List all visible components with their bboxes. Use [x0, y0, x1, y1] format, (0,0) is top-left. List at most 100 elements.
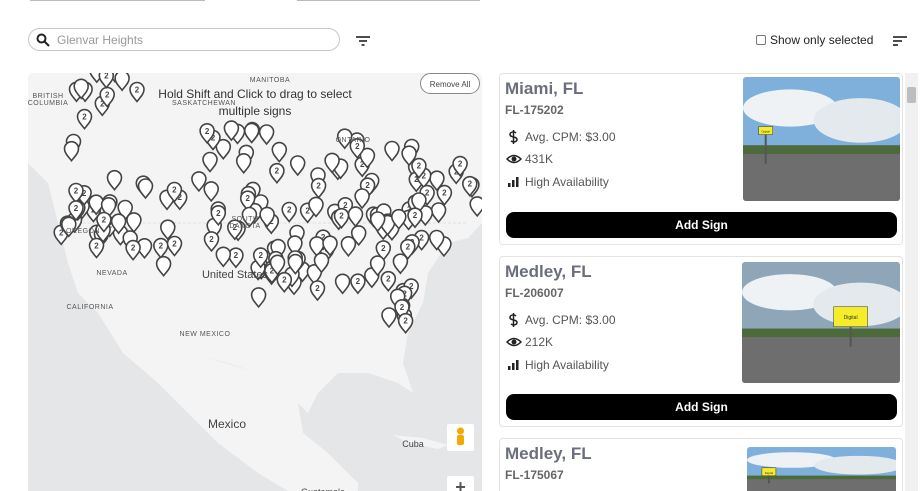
map-pin[interactable] [308, 196, 324, 218]
map-pin[interactable] [203, 181, 219, 203]
map-pin[interactable] [235, 153, 252, 175]
map-pin[interactable] [313, 252, 330, 274]
map-pin[interactable] [289, 155, 306, 177]
map-pin[interactable] [384, 140, 400, 162]
map-pin[interactable]: 2 [399, 238, 416, 260]
checkbox-label[interactable]: Show only selected [770, 33, 874, 47]
filter-icon[interactable] [356, 35, 371, 47]
map-pin[interactable] [340, 236, 357, 258]
map-pin[interactable]: 2 [199, 123, 215, 145]
map-pin[interactable] [354, 188, 370, 210]
map-pin[interactable] [309, 236, 325, 258]
map-pin[interactable]: 2 [436, 184, 453, 206]
map-pin[interactable]: 2 [96, 211, 112, 233]
map-pin[interactable]: 2 [68, 200, 84, 222]
map-pin[interactable]: 2 [129, 81, 145, 103]
map-pin[interactable]: 2 [333, 207, 350, 229]
map-pin[interactable]: 2 [309, 280, 326, 302]
map-pin[interactable] [114, 73, 130, 92]
map-pin[interactable]: 2 [276, 271, 293, 293]
map-pin[interactable] [250, 287, 267, 309]
map-pin[interactable] [126, 212, 142, 234]
map-pin[interactable]: 2 [68, 182, 84, 204]
map-pin[interactable]: 2 [228, 247, 244, 269]
map-pin[interactable] [322, 235, 338, 257]
map-pin[interactable]: 2 [76, 108, 93, 130]
zoom-in[interactable]: + [447, 476, 474, 491]
map-pin[interactable] [215, 138, 232, 160]
map-pin[interactable] [271, 141, 288, 163]
map-pin[interactable] [430, 202, 447, 224]
listing-card[interactable]: Medley, FL FL-175067 Digital [499, 438, 903, 491]
map-pin[interactable] [110, 213, 127, 235]
map-pin[interactable]: 2 [227, 219, 243, 241]
listing-card[interactable]: Miami, FL FL-175202 Avg. CPM: $3.00 431K Hig… [499, 73, 903, 245]
map-pin[interactable] [259, 206, 275, 228]
listing-card[interactable]: Medley, FL FL-206007 Avg. CPM: $3.00 212K Hi… [499, 256, 903, 427]
map-pin[interactable] [258, 124, 275, 146]
map-pin[interactable]: 2 [349, 138, 366, 160]
map-pin[interactable]: 2 [210, 205, 227, 227]
map-pin[interactable] [63, 140, 80, 162]
map-pin[interactable] [306, 264, 323, 286]
map-pin[interactable] [215, 246, 232, 268]
map-pin[interactable]: 2 [203, 231, 220, 253]
map-pin[interactable]: 2 [88, 237, 105, 259]
map-pin[interactable] [106, 169, 123, 191]
map-pin[interactable] [369, 211, 386, 233]
map-pin[interactable] [269, 254, 286, 276]
map-pin[interactable]: 2 [166, 181, 183, 203]
map-pin[interactable] [202, 151, 218, 173]
map-pin[interactable] [429, 170, 445, 192]
map-pin[interactable] [324, 152, 340, 174]
map-pin[interactable]: 2 [452, 155, 468, 177]
map-pin[interactable] [392, 253, 409, 275]
map-pin[interactable] [411, 192, 427, 214]
map-pin[interactable] [336, 128, 353, 150]
checkbox[interactable] [756, 35, 766, 45]
map-pin[interactable] [381, 307, 397, 329]
map-pin[interactable]: 2 [350, 273, 366, 295]
map-pin[interactable] [390, 208, 407, 230]
map-pin[interactable]: 2 [461, 175, 478, 197]
map-pin[interactable] [428, 229, 445, 251]
sort-icon[interactable] [893, 35, 908, 47]
map-pin[interactable]: 2 [125, 239, 141, 261]
map-pin[interactable] [347, 206, 364, 228]
map-pin[interactable]: 2 [310, 177, 327, 199]
map-pin[interactable] [334, 273, 351, 295]
search-box[interactable]: Glenvar Heights [28, 28, 340, 51]
map-pin[interactable] [287, 253, 304, 275]
add-sign-button[interactable]: Add Sign [506, 212, 897, 238]
map-pin[interactable] [60, 216, 77, 238]
map-pin[interactable]: 2 [166, 235, 183, 257]
map-pin[interactable] [223, 120, 240, 142]
map-pin[interactable]: 2 [375, 240, 392, 262]
map-pin[interactable]: 2 [153, 237, 169, 259]
map-pin[interactable]: 2 [281, 201, 298, 223]
map-pin[interactable] [137, 178, 154, 200]
map-pin[interactable] [191, 171, 207, 193]
map-pin[interactable]: 2 [397, 312, 414, 334]
map-pin[interactable] [401, 145, 417, 167]
remove-all-button[interactable]: Remove All [420, 73, 480, 94]
map-pin[interactable] [287, 235, 303, 257]
map-pin[interactable] [369, 255, 386, 277]
map-pin[interactable] [469, 196, 482, 218]
map-pin[interactable]: 2 [380, 270, 397, 292]
map-pin[interactable] [359, 147, 376, 169]
map-pin[interactable] [160, 219, 176, 241]
map-pin[interactable] [241, 206, 258, 228]
map-pin[interactable]: 2 [269, 162, 285, 184]
map-pin[interactable]: 2 [98, 73, 115, 89]
map-pin[interactable] [155, 255, 172, 277]
map-pin[interactable]: 2 [239, 190, 256, 212]
map-pin[interactable]: 2 [407, 207, 423, 229]
map-pin[interactable]: 2 [252, 247, 269, 269]
map-pin[interactable]: 2 [411, 157, 427, 179]
map-pin[interactable] [243, 122, 260, 144]
add-sign-button[interactable]: Add Sign [506, 394, 897, 420]
map-pin[interactable] [73, 78, 90, 100]
pegman[interactable] [447, 424, 474, 451]
